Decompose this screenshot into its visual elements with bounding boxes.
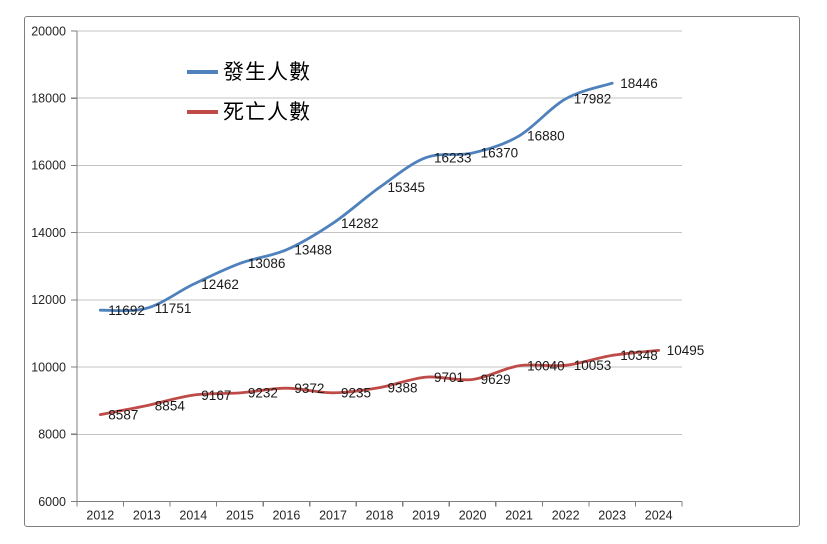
axis-tick-labels: 6000 8000 10000 12000 14000 16000 18000 20000 20… (31, 24, 672, 522)
data-labels: 11692 11751 12462 13086 13488 14282 15345 16233… (108, 76, 704, 422)
data-label: 10040 (527, 358, 565, 373)
y-tick-label: 12000 (31, 293, 66, 307)
x-tick-label: 2019 (412, 509, 440, 523)
y-tick-label: 14000 (31, 226, 66, 240)
data-label: 11692 (108, 303, 145, 318)
gridlines (77, 30, 682, 435)
legend-label-occurrences: 發生人數 (223, 60, 311, 84)
x-tick-label: 2023 (598, 509, 626, 523)
legend-label-deaths: 死亡人數 (223, 100, 311, 124)
y-tick-label: 8000 (38, 428, 66, 442)
data-label: 10495 (667, 343, 705, 358)
x-tick-label: 2021 (505, 509, 533, 523)
data-label: 9388 (388, 380, 418, 395)
series-line-1 (98, 349, 661, 416)
legend-item-occurrences: 發生人數 (187, 52, 311, 92)
x-tick-label: 2024 (645, 509, 673, 523)
data-label: 10053 (574, 358, 612, 373)
x-tick-label: 2020 (459, 509, 487, 523)
y-tick-label: 10000 (31, 360, 66, 374)
x-tick-label: 2022 (552, 509, 580, 523)
data-label: 9167 (201, 388, 231, 403)
legend-swatch-occurrences (187, 70, 218, 74)
data-label: 16370 (481, 146, 519, 161)
data-label: 10348 (620, 348, 658, 363)
x-tick-label: 2013 (133, 509, 161, 523)
data-label: 9372 (294, 381, 324, 396)
series-lines (98, 81, 661, 416)
data-label: 13086 (248, 256, 286, 271)
data-label: 9232 (248, 386, 278, 401)
data-label: 18446 (620, 76, 658, 91)
legend-item-deaths: 死亡人數 (187, 92, 311, 132)
chart-border (24, 16, 800, 527)
y-tick-label: 16000 (31, 159, 66, 173)
y-tick-label: 18000 (31, 92, 66, 106)
data-label: 15345 (388, 180, 426, 195)
x-tick-label: 2014 (179, 509, 207, 523)
data-label: 9235 (341, 386, 371, 401)
y-tick-label: 20000 (31, 24, 66, 38)
x-tick-label: 2015 (226, 509, 254, 523)
axes (71, 30, 683, 507)
x-tick-label: 2017 (319, 509, 347, 523)
series-line-0 (98, 81, 614, 313)
legend-swatch-deaths (187, 110, 218, 114)
legend: 發生人數 死亡人數 (187, 52, 311, 132)
y-tick-label: 6000 (38, 495, 66, 509)
x-tick-label: 2018 (366, 509, 394, 523)
x-tick-label: 2012 (86, 509, 114, 523)
data-label: 16233 (434, 150, 472, 165)
data-label: 13488 (294, 243, 332, 258)
data-label: 17982 (574, 92, 612, 107)
data-label: 11751 (155, 301, 192, 316)
x-tick-label: 2016 (272, 509, 300, 523)
data-label: 14282 (341, 216, 379, 231)
data-label: 8587 (108, 407, 138, 422)
data-label: 9629 (481, 372, 511, 387)
data-label: 9701 (434, 370, 464, 385)
data-label: 16880 (527, 129, 565, 144)
data-label: 12462 (201, 277, 239, 292)
data-label: 8854 (155, 398, 186, 413)
